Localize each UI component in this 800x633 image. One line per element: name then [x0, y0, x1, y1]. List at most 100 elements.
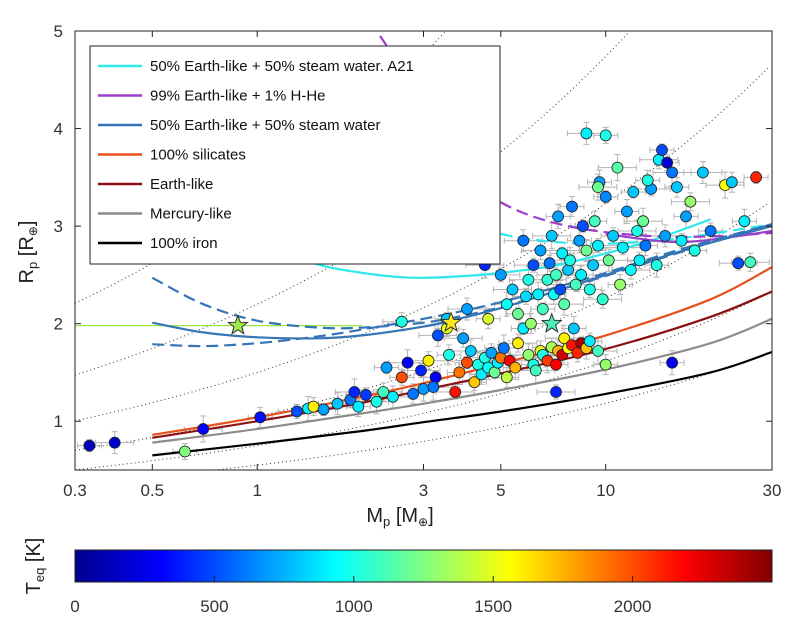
density-guide-1: [75, 292, 770, 470]
planet-point: [485, 346, 498, 359]
star-markers: [227, 311, 563, 335]
planet-point: [684, 195, 697, 208]
planet-point: [197, 423, 210, 435]
y-tick-label: 4: [54, 120, 63, 139]
planet-point: [422, 354, 435, 367]
x-tick-label: 0.5: [140, 481, 164, 500]
planet-point: [468, 376, 481, 389]
planet-point: [633, 254, 646, 267]
planet-point: [637, 215, 649, 228]
planet-point: [666, 356, 678, 369]
y-tick-label: 5: [54, 22, 63, 41]
star-marker: [540, 312, 563, 333]
planet-point: [522, 348, 535, 361]
planet-point: [527, 259, 540, 272]
y-tick-label: 1: [54, 412, 63, 431]
planet-point: [725, 176, 738, 189]
planet-point: [536, 303, 549, 315]
planet-point: [552, 210, 564, 223]
planet-point: [583, 283, 596, 296]
planet-point: [639, 239, 652, 252]
planet-point: [617, 241, 629, 254]
model-curve-11: [152, 350, 772, 457]
legend: 50% Earth-like + 50% steam water. A21 99%…: [89, 45, 501, 265]
planet-point: [567, 322, 580, 335]
planet-point: [592, 181, 604, 194]
x-tick-label: 1: [252, 481, 261, 500]
colorbar-tick-label: 1000: [335, 597, 373, 616]
colorbar-tick-label: 1500: [474, 597, 512, 616]
planet-point: [732, 257, 745, 270]
legend-box: [89, 45, 501, 265]
colorbar-ticks: 0 500 1000 1500 2000: [70, 576, 652, 616]
y-tick-label: 2: [54, 315, 63, 334]
planet-point: [550, 358, 562, 371]
planet-point: [453, 366, 466, 379]
planet-point: [352, 400, 365, 413]
planet-point: [573, 234, 586, 247]
legend-label: 100% silicates: [150, 147, 246, 164]
planet-point: [543, 257, 556, 270]
planet-point: [671, 181, 683, 194]
planet-point: [461, 303, 473, 315]
planet-point: [614, 278, 626, 291]
planet-point: [317, 403, 330, 416]
planet-point: [631, 225, 643, 237]
planet-point: [407, 387, 420, 400]
colorbar-label: Teq [K]: [23, 538, 47, 595]
planet-point: [348, 386, 361, 398]
planet-point: [656, 144, 668, 156]
planet-point: [680, 210, 692, 223]
planet-point: [254, 411, 267, 424]
star-marker: [227, 314, 249, 335]
planet-point: [532, 288, 545, 301]
legend-label: Earth-like: [150, 176, 213, 193]
y-axis-label: Rp [R⊕]: [16, 221, 40, 284]
planet-points: [83, 127, 762, 458]
planet-point: [290, 405, 303, 418]
planet-point: [704, 225, 717, 237]
planet-point: [431, 329, 444, 342]
planet-point: [556, 247, 569, 260]
planet-point: [621, 205, 633, 218]
planet-point: [558, 298, 571, 311]
legend-label: 100% iron: [150, 235, 218, 252]
planet-point: [512, 307, 524, 320]
x-axis-label: Mp [M⊕]: [366, 505, 433, 529]
planet-point: [569, 278, 582, 291]
planet-point: [307, 400, 320, 413]
planet-point: [359, 388, 372, 401]
colorbar-tick-label: 0: [70, 597, 79, 616]
planet-point: [599, 358, 612, 371]
planet-point: [331, 397, 344, 410]
planet-point: [659, 229, 671, 242]
planet-point: [461, 356, 473, 369]
planet-point: [583, 335, 596, 348]
planet-point: [522, 273, 535, 286]
planet-point: [417, 383, 430, 395]
planet-point: [509, 361, 522, 374]
planet-point: [554, 283, 567, 296]
colorbar-tick-label: 500: [200, 597, 228, 616]
planet-point: [429, 371, 442, 384]
planet-point: [697, 166, 709, 179]
planet-point: [520, 290, 532, 303]
model-curve-2: [605, 229, 772, 244]
planet-point: [377, 386, 390, 398]
planet-point: [744, 256, 757, 269]
planet-point: [370, 395, 383, 408]
planet-point: [427, 381, 440, 394]
planet-point: [624, 264, 637, 276]
legend-label: 50% Earth-like + 50% steam water: [150, 117, 381, 134]
density-guide-3: [75, 66, 770, 422]
planet-point: [401, 356, 414, 369]
planet-point: [534, 244, 547, 257]
planet-point: [627, 186, 640, 198]
planet-point: [517, 234, 530, 247]
planet-point: [587, 259, 599, 272]
planet-point: [494, 268, 507, 281]
planet-point: [386, 390, 399, 403]
planet-point: [564, 254, 576, 267]
axis-ticks: 0.3 0.5 1 3 5 10 30 1 2 3 4 5: [54, 22, 782, 500]
